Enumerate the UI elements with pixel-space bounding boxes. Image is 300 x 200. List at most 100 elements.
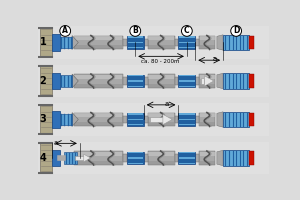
Bar bbox=[179, 39, 195, 40]
Bar bbox=[128, 75, 143, 76]
Bar bbox=[128, 116, 143, 117]
Bar bbox=[148, 45, 174, 49]
Bar bbox=[144, 77, 148, 85]
Bar bbox=[74, 36, 123, 49]
Bar bbox=[74, 84, 122, 88]
Bar bbox=[74, 161, 122, 165]
Bar bbox=[178, 75, 195, 87]
Text: a: a bbox=[164, 101, 168, 107]
Bar bbox=[74, 45, 122, 49]
Polygon shape bbox=[217, 73, 223, 89]
Bar bbox=[179, 157, 195, 159]
Bar bbox=[199, 36, 215, 49]
Polygon shape bbox=[205, 76, 214, 86]
Bar bbox=[223, 150, 249, 166]
Bar bbox=[199, 151, 215, 165]
Bar bbox=[128, 39, 143, 40]
Bar bbox=[179, 78, 195, 79]
Polygon shape bbox=[217, 150, 223, 166]
Bar bbox=[175, 116, 178, 123]
Bar bbox=[127, 113, 144, 126]
Bar bbox=[179, 75, 195, 76]
Bar bbox=[128, 163, 143, 164]
Bar bbox=[52, 34, 60, 51]
Polygon shape bbox=[217, 35, 223, 50]
Bar bbox=[74, 74, 123, 88]
Bar bbox=[179, 124, 195, 125]
Bar bbox=[40, 28, 52, 57]
Bar bbox=[150, 117, 163, 122]
Bar bbox=[249, 151, 254, 165]
Bar bbox=[199, 74, 215, 88]
Bar bbox=[223, 73, 249, 89]
Bar bbox=[200, 75, 214, 79]
Bar bbox=[148, 113, 174, 117]
Bar bbox=[127, 75, 144, 87]
Bar bbox=[179, 113, 195, 115]
Text: a: a bbox=[213, 56, 217, 62]
Polygon shape bbox=[72, 113, 78, 126]
Bar bbox=[148, 122, 174, 126]
Polygon shape bbox=[72, 74, 78, 88]
Bar bbox=[148, 74, 175, 88]
Bar bbox=[179, 86, 195, 87]
Bar bbox=[179, 36, 195, 38]
Bar bbox=[178, 113, 195, 126]
Bar bbox=[223, 112, 249, 127]
Bar bbox=[179, 122, 195, 123]
Bar bbox=[64, 152, 77, 164]
Bar bbox=[179, 116, 195, 117]
Bar bbox=[52, 73, 60, 89]
Bar bbox=[128, 80, 143, 82]
Bar bbox=[195, 154, 199, 162]
Text: 4: 4 bbox=[40, 153, 46, 163]
Bar bbox=[74, 122, 122, 126]
Bar bbox=[74, 75, 122, 79]
Bar bbox=[249, 74, 254, 88]
Circle shape bbox=[231, 26, 242, 36]
Polygon shape bbox=[163, 114, 172, 125]
Bar bbox=[179, 45, 195, 46]
Bar bbox=[175, 39, 178, 46]
Bar bbox=[123, 154, 127, 162]
Bar bbox=[128, 36, 143, 38]
Text: 1: 1 bbox=[40, 37, 46, 47]
Circle shape bbox=[130, 26, 141, 36]
Bar bbox=[38, 142, 269, 174]
Circle shape bbox=[60, 26, 70, 36]
Bar bbox=[144, 154, 148, 162]
Bar bbox=[128, 42, 143, 43]
Bar bbox=[38, 65, 269, 97]
Bar bbox=[148, 84, 174, 88]
Text: 2: 2 bbox=[40, 76, 46, 86]
Bar bbox=[128, 78, 143, 79]
Bar bbox=[179, 42, 195, 43]
Bar bbox=[175, 77, 178, 85]
Bar bbox=[148, 36, 174, 40]
Bar bbox=[200, 84, 214, 88]
Bar bbox=[179, 119, 195, 120]
Bar bbox=[123, 116, 127, 123]
Bar bbox=[74, 152, 122, 156]
Bar bbox=[195, 116, 199, 123]
Bar bbox=[249, 113, 254, 126]
Bar bbox=[199, 113, 215, 126]
Bar bbox=[200, 152, 214, 156]
Bar bbox=[178, 152, 195, 164]
Bar bbox=[148, 75, 174, 79]
Bar bbox=[127, 36, 144, 49]
Circle shape bbox=[182, 26, 192, 36]
Bar bbox=[74, 113, 123, 126]
Bar bbox=[128, 157, 143, 159]
Bar bbox=[38, 26, 269, 59]
Bar bbox=[195, 39, 199, 46]
Bar bbox=[148, 113, 175, 126]
Bar bbox=[60, 114, 72, 125]
Bar bbox=[200, 36, 214, 40]
Bar bbox=[128, 119, 143, 120]
Bar bbox=[200, 122, 214, 126]
Text: C: C bbox=[184, 26, 190, 35]
Bar bbox=[52, 150, 60, 166]
Text: a: a bbox=[54, 140, 58, 146]
Bar bbox=[40, 143, 52, 173]
